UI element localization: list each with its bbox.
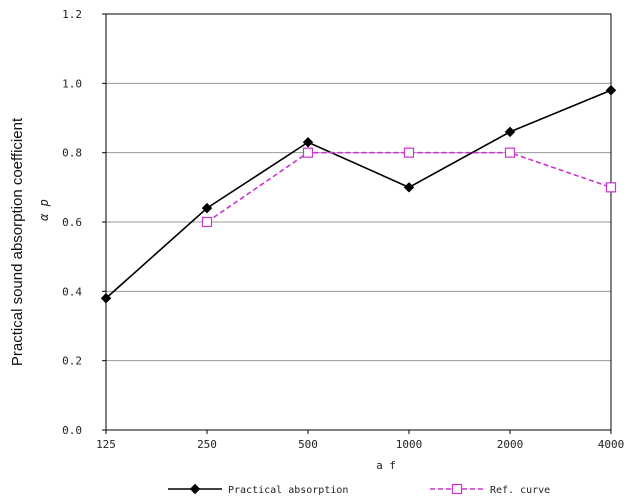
data-point: [201, 202, 213, 214]
data-point: [403, 182, 415, 193]
y-tick-label: 0.4: [62, 285, 82, 298]
y-tick-label: 1.0: [62, 77, 82, 90]
y-tick-label: 0.2: [62, 355, 82, 368]
legend-swatch-marker: [189, 483, 201, 495]
legend-label: Practical absorption: [228, 485, 348, 496]
y-axis-ticks: 0.0 0.2 0.4 0.6 0.8 1.0 1.2: [62, 8, 106, 437]
series-practical-absorption: [100, 85, 617, 304]
data-point: [605, 182, 617, 193]
y-axis-symbol: α p: [37, 199, 51, 221]
data-point: [302, 137, 314, 148]
x-tick-label: 500: [298, 438, 318, 451]
x-axis-ticks: 125 250 500 1000 2000 4000: [96, 430, 624, 451]
x-tick-label: 1000: [396, 438, 423, 451]
y-tick-label: 0.8: [62, 147, 82, 160]
x-tick-label: 4000: [598, 438, 625, 451]
legend-label: Ref. curve: [490, 485, 550, 496]
data-point: [504, 126, 516, 138]
y-axis-label: Practical sound absorption coefficient: [9, 117, 26, 366]
series-ref-curve: [201, 147, 617, 228]
data-point: [403, 147, 415, 158]
y-tick-label: 0.0: [62, 424, 82, 437]
grid: [106, 82, 611, 362]
data-point: [201, 216, 213, 228]
x-tick-label: 2000: [497, 438, 524, 451]
x-tick-label: 250: [197, 438, 217, 451]
data-point: [605, 85, 617, 96]
legend-item: Practical absorption: [168, 483, 348, 496]
data-point: [504, 147, 516, 158]
series-line: [105, 89, 612, 299]
data-point: [100, 293, 112, 304]
y-tick-label: 0.6: [62, 216, 82, 229]
series: [100, 85, 617, 304]
legend-swatch-marker: [451, 483, 463, 495]
legend-item: Ref. curve: [430, 483, 550, 496]
series-line: [206, 151, 612, 223]
x-tick-label: 125: [96, 438, 116, 451]
y-tick-label: 1.2: [62, 8, 82, 21]
data-point: [302, 147, 314, 158]
x-axis-label: a f: [376, 459, 396, 472]
legend: Practical absorption Ref. curve: [168, 483, 550, 496]
